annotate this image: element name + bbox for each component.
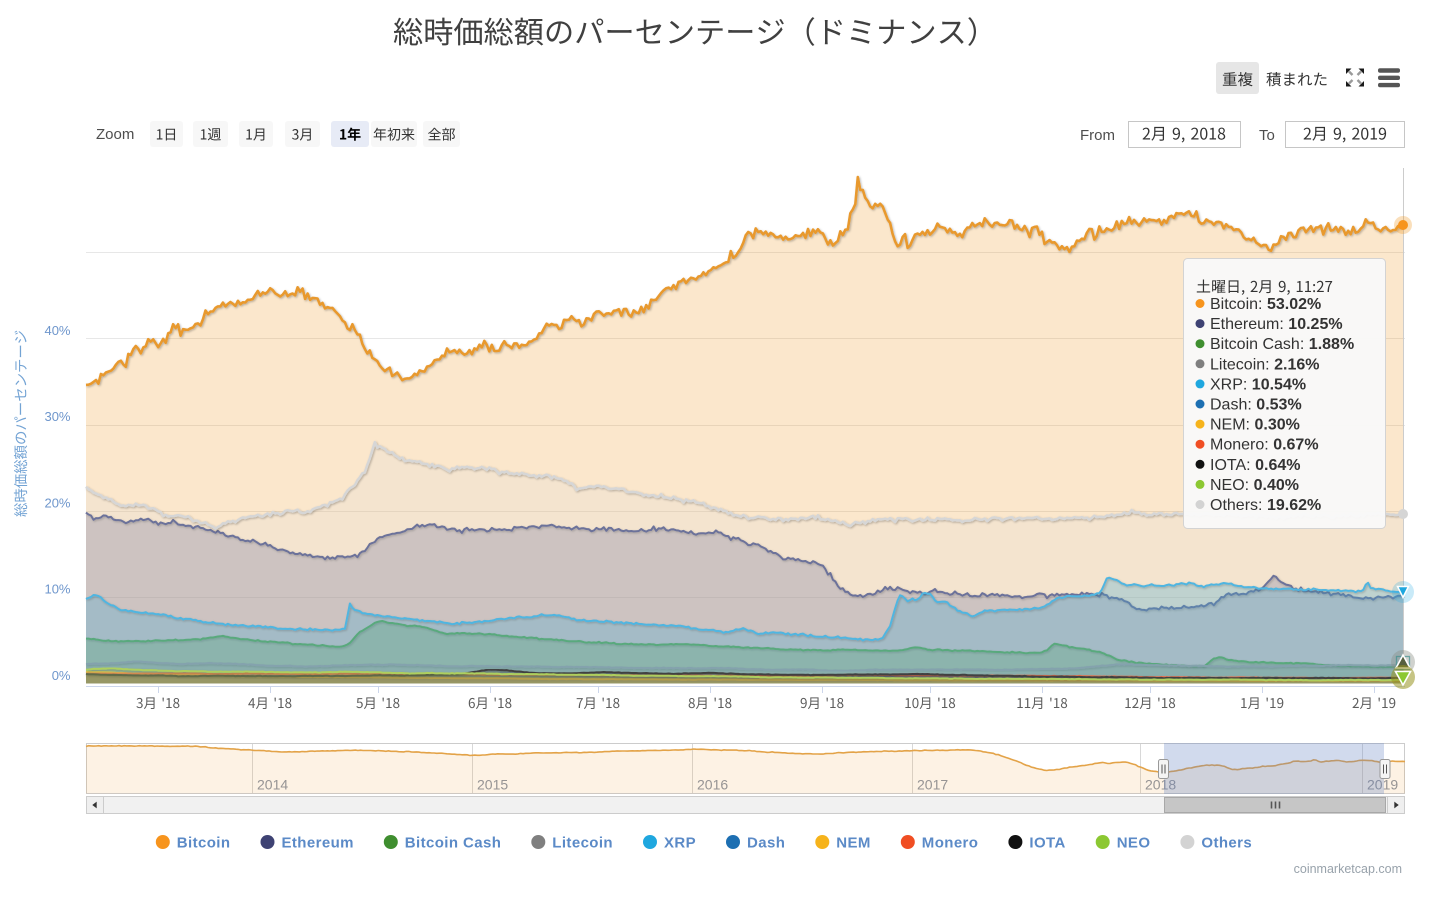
svg-text:NEM: NEM — [836, 835, 871, 852]
svg-text:Others: Others — [1201, 835, 1252, 852]
svg-text:Litecoin:: Litecoin: — [1210, 356, 1270, 373]
svg-text:40%: 40% — [44, 323, 70, 338]
svg-text:0.30%: 0.30% — [1255, 417, 1300, 434]
svg-text:53.02%: 53.02% — [1267, 296, 1321, 313]
svg-text:XRP: XRP — [664, 835, 696, 852]
svg-text:IOTA:: IOTA: — [1210, 457, 1251, 474]
svg-text:20%: 20% — [44, 495, 70, 510]
svg-text:Ethereum: Ethereum — [282, 835, 354, 852]
svg-text:coinmarketcap.com: coinmarketcap.com — [1294, 862, 1402, 876]
svg-text:2016: 2016 — [697, 777, 728, 793]
svg-text:2.16%: 2.16% — [1274, 356, 1319, 373]
svg-text:NEO:: NEO: — [1210, 477, 1249, 494]
svg-text:NEO: NEO — [1117, 835, 1151, 852]
svg-text:2015: 2015 — [477, 777, 508, 793]
svg-text:0.67%: 0.67% — [1273, 437, 1318, 454]
svg-text:From: From — [1080, 127, 1115, 144]
svg-text:2019: 2019 — [1367, 777, 1398, 793]
svg-text:Dash:: Dash: — [1210, 397, 1252, 414]
svg-text:Dash: Dash — [747, 835, 785, 852]
svg-text:0.53%: 0.53% — [1256, 397, 1301, 414]
svg-text:XRP:: XRP: — [1210, 376, 1247, 393]
svg-text:Monero: Monero — [922, 835, 979, 852]
svg-text:2014: 2014 — [257, 777, 288, 793]
svg-text:Bitcoin Cash:: Bitcoin Cash: — [1210, 336, 1304, 353]
svg-text:10.54%: 10.54% — [1252, 376, 1306, 393]
svg-text:To: To — [1259, 127, 1275, 144]
svg-text:10.25%: 10.25% — [1288, 316, 1342, 333]
svg-text:0.64%: 0.64% — [1255, 457, 1300, 474]
svg-text:IOTA: IOTA — [1029, 835, 1065, 852]
svg-text:2018: 2018 — [1145, 777, 1176, 793]
svg-text:1.88%: 1.88% — [1309, 336, 1354, 353]
svg-text:Bitcoin Cash: Bitcoin Cash — [405, 835, 501, 852]
svg-text:NEM:: NEM: — [1210, 417, 1250, 434]
svg-text:Ethereum:: Ethereum: — [1210, 316, 1284, 333]
svg-text:30%: 30% — [44, 409, 70, 424]
svg-text:0.40%: 0.40% — [1254, 477, 1299, 494]
svg-text:19.62%: 19.62% — [1267, 497, 1321, 514]
svg-text:2017: 2017 — [917, 777, 948, 793]
svg-text:Monero:: Monero: — [1210, 437, 1269, 454]
svg-text:Litecoin: Litecoin — [552, 835, 613, 852]
svg-text:Zoom: Zoom — [96, 126, 134, 143]
svg-text:Bitcoin: Bitcoin — [177, 835, 231, 852]
svg-text:Others:: Others: — [1210, 497, 1262, 514]
svg-text:0%: 0% — [52, 668, 71, 683]
svg-text:Bitcoin:: Bitcoin: — [1210, 296, 1262, 313]
svg-text:10%: 10% — [44, 582, 70, 597]
